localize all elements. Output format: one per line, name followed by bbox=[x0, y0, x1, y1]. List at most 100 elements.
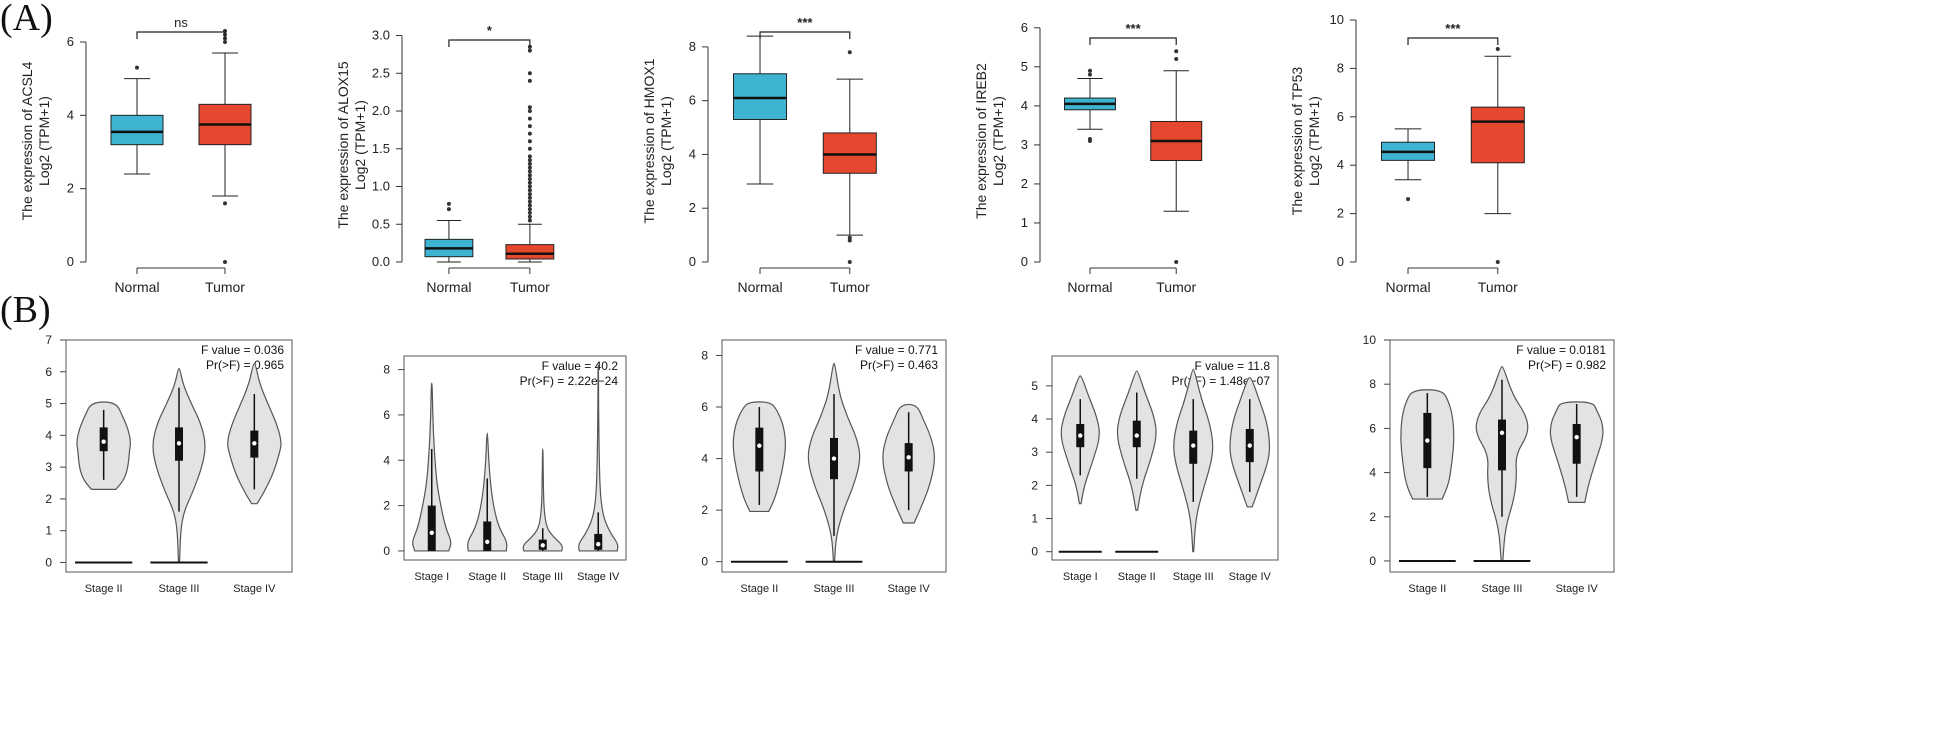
box-normal bbox=[733, 73, 788, 120]
y-tick-label: 8 bbox=[1337, 60, 1344, 75]
plot-frame bbox=[1389, 339, 1615, 573]
x-tick-label-stage-ii: Stage II bbox=[1118, 571, 1156, 583]
outlier-point bbox=[527, 176, 532, 181]
y-tick-label: 0 bbox=[45, 555, 52, 569]
outlier-point bbox=[1174, 57, 1179, 62]
violin-median-stage-iii bbox=[1191, 443, 1196, 448]
violin-iqr-stage-iii bbox=[1498, 419, 1506, 471]
violin-iqr-stage-iv bbox=[594, 533, 603, 550]
outlier-point bbox=[527, 188, 532, 193]
significance-label: *** bbox=[1126, 21, 1142, 36]
y-tick-label: 0 bbox=[1337, 254, 1344, 269]
violin-plot-1: 0 1 2 3 4 5 6 7 Stage II Stage III Stage IV F value… bbox=[45, 333, 293, 595]
y-tick-label: 6 bbox=[701, 400, 708, 414]
y-tick-label: 8 bbox=[689, 39, 696, 54]
y-tick-label: 1 bbox=[45, 524, 52, 538]
y-axis-label: The expression of ACSL4 bbox=[19, 61, 35, 220]
violin-plot-2: 0 2 4 6 8 Stage I Stage II Stage III Stage IV F v… bbox=[383, 355, 627, 583]
y-tick-label: 3.0 bbox=[372, 28, 390, 43]
y-tick-label: 6 bbox=[1021, 20, 1028, 35]
x-tick-label-tumor: Tumor bbox=[1478, 279, 1518, 295]
violin-median-stage-i bbox=[429, 530, 434, 535]
x-tick-label-stage-ii: Stage II bbox=[85, 583, 123, 595]
significance-label: * bbox=[487, 23, 493, 38]
outlier-point bbox=[527, 154, 532, 159]
y-tick-label: 8 bbox=[383, 363, 390, 377]
y-tick-label: 4 bbox=[45, 428, 52, 442]
y-tick-label: 5 bbox=[45, 397, 52, 411]
y-tick-label: 4 bbox=[1031, 412, 1038, 426]
y-tick-label: 4 bbox=[701, 452, 708, 466]
significance-label: ns bbox=[174, 15, 188, 30]
y-tick-label: 1.5 bbox=[372, 141, 390, 156]
y-tick-label: 6 bbox=[67, 34, 74, 49]
boxplot-hmox1: 0 2 4 6 8 Normal Tumor The expression of HMOX1 L… bbox=[641, 15, 877, 295]
x-tick-label-tumor: Tumor bbox=[830, 279, 870, 295]
x-tick-label-stage-ii: Stage II bbox=[1408, 583, 1446, 595]
outlier-point bbox=[527, 139, 532, 144]
y-tick-label: 2.0 bbox=[372, 103, 390, 118]
significance-bracket bbox=[136, 31, 226, 39]
outlier-point bbox=[527, 180, 532, 185]
x-tick-label-stage-iv: Stage IV bbox=[1556, 583, 1599, 595]
outlier-point bbox=[1495, 47, 1500, 52]
outlier-point bbox=[223, 260, 227, 264]
outlier-point bbox=[527, 161, 532, 166]
significance-bracket bbox=[759, 31, 851, 39]
outlier-point bbox=[527, 109, 532, 114]
plot-frame bbox=[403, 355, 627, 561]
y-tick-label: 5 bbox=[1021, 59, 1028, 74]
violin-median-stage-iii bbox=[1499, 430, 1505, 435]
y-axis-label: The expression of TP53 bbox=[1289, 67, 1305, 216]
y-tick-label: 5 bbox=[1031, 379, 1038, 393]
box-tumor bbox=[822, 132, 877, 174]
x-tick-label-stage-iii: Stage III bbox=[522, 571, 563, 583]
plot-frame bbox=[1051, 355, 1279, 561]
x-tick-label-stage-iii: Stage III bbox=[1482, 583, 1523, 595]
y-axis-label: The expression of IREB2 bbox=[973, 63, 989, 219]
outlier-point bbox=[1087, 68, 1092, 73]
violin-stage-iii bbox=[522, 448, 563, 552]
significance-bracket bbox=[448, 39, 531, 47]
x-tick-label-stage-ii: Stage II bbox=[468, 571, 506, 583]
y-tick-label: 4 bbox=[67, 107, 74, 122]
violin-plot-3: 0 2 4 6 8 Stage II Stage III Stage IV F value = … bbox=[701, 339, 947, 595]
y-tick-label: 4 bbox=[1021, 98, 1028, 113]
violin-median-stage-i bbox=[1078, 433, 1083, 438]
x-tick-label-tumor: Tumor bbox=[510, 279, 550, 295]
y-tick-label: 2 bbox=[1031, 478, 1038, 492]
x-tick-label-stage-ii: Stage II bbox=[740, 583, 778, 595]
box-tumor bbox=[505, 244, 555, 260]
outlier-point bbox=[527, 203, 532, 208]
outlier-point bbox=[527, 78, 532, 83]
y-tick-label: 2 bbox=[67, 181, 74, 196]
y-tick-label: 2 bbox=[1369, 510, 1376, 524]
violin-median-stage-ii bbox=[101, 439, 106, 444]
outlier-point bbox=[527, 116, 532, 121]
outlier-point bbox=[446, 201, 451, 206]
boxplot-alox15: 0.0 0.5 1.0 1.5 2.0 2.5 3.0 Normal Tumor The expr… bbox=[335, 23, 555, 295]
outlier-point bbox=[527, 214, 532, 219]
y-tick-label: 2 bbox=[1337, 206, 1344, 221]
violin-median-stage-iv bbox=[596, 541, 601, 547]
f-value-label: F value = 0.036 bbox=[201, 343, 284, 357]
y-tick-label: 0.0 bbox=[372, 254, 390, 269]
violin-median-stage-iii bbox=[831, 456, 837, 461]
y-tick-label: 1 bbox=[1031, 512, 1038, 526]
y-tick-label: 0 bbox=[1021, 254, 1028, 269]
pr-value-label: Pr(>F) = 1.48e−07 bbox=[1172, 374, 1271, 388]
y-axis-unit-label: Log2 (TPM+1) bbox=[36, 96, 52, 186]
y-tick-label: 2 bbox=[1021, 176, 1028, 191]
outlier-point bbox=[527, 192, 532, 197]
y-tick-label: 2 bbox=[689, 200, 696, 215]
outlier-point bbox=[527, 184, 532, 189]
outlier-point bbox=[1174, 260, 1179, 264]
outlier-point bbox=[527, 210, 532, 215]
y-tick-label: 4 bbox=[383, 453, 390, 467]
outlier-point bbox=[446, 207, 451, 212]
y-tick-label: 2.5 bbox=[372, 65, 390, 80]
y-tick-label: 0.5 bbox=[372, 216, 390, 231]
y-tick-label: 3 bbox=[1021, 137, 1028, 152]
violin-stage-iv bbox=[578, 364, 619, 552]
outlier-point bbox=[527, 158, 532, 163]
